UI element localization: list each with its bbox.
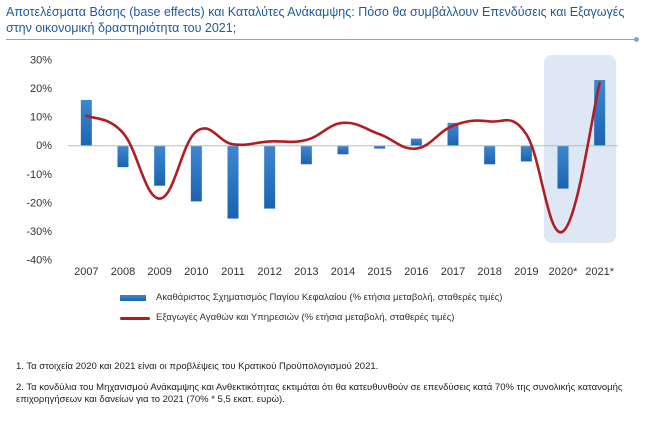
investment-bar: [300, 145, 312, 165]
investment-bar: [117, 145, 129, 168]
y-tick-label: -30%: [26, 226, 52, 238]
footnote-2: 2. Τα κονδύλια του Μηχανισμού Ανάκαμψης …: [16, 382, 623, 405]
exports-line: [85, 81, 601, 234]
y-tick-label: -20%: [26, 197, 52, 209]
x-tick-label: 2012: [257, 266, 281, 278]
x-tick-label: 2020*: [549, 266, 578, 278]
x-tick-label: 2011: [221, 266, 245, 278]
footnote-1: 1. Τα στοιχεία 2020 και 2021 είναι οι πρ…: [16, 361, 379, 372]
legend-label-exports: Εξαγωγές Αγαθών και Υπηρεσιών (% ετήσια …: [156, 312, 455, 323]
chart-title: Αποτελέσματα Βάσης (base effects) και Κα…: [6, 5, 625, 35]
y-tick-label: -10%: [26, 169, 52, 181]
chart-area: -40% -30% -20% -10% 0% 10% 20% 30% 2007 2008 2009…: [26, 55, 618, 278]
x-tick-label: 2013: [294, 266, 318, 278]
investment-bar: [410, 138, 422, 146]
investment-bar: [190, 145, 202, 202]
x-tick-label: 2016: [404, 266, 428, 278]
x-tick-label: 2019: [514, 266, 538, 278]
y-tick-label: 10%: [30, 112, 52, 124]
investment-bar: [374, 145, 386, 149]
title-divider-dot: [634, 37, 639, 42]
x-tick-label: 2009: [147, 266, 171, 278]
investment-bar: [264, 145, 276, 209]
x-tick-label: 2007: [74, 266, 98, 278]
investment-bar: [557, 145, 569, 189]
legend-line-swatch: [120, 317, 150, 320]
footnotes: 1. Τα στοιχεία 2020 και 2021 είναι οι πρ…: [16, 361, 636, 415]
x-tick-label: 2018: [477, 266, 501, 278]
x-tick-label: 2017: [441, 266, 465, 278]
x-tick-label: 2014: [331, 266, 355, 278]
y-tick-label: 20%: [30, 83, 52, 95]
forecast-highlight-box: [543, 55, 617, 243]
investment-bar: [520, 145, 532, 162]
x-tick-label: 2015: [367, 266, 391, 278]
y-tick-label: -40%: [26, 255, 52, 267]
investment-bar: [154, 145, 166, 186]
investment-bar: [594, 80, 606, 146]
x-tick-label: 2010: [184, 266, 208, 278]
y-tick-label: 30%: [30, 55, 52, 67]
legend-bar-swatch: [120, 295, 146, 301]
investment-bar: [80, 100, 92, 146]
investment-bar: [337, 145, 349, 155]
legend-label-investment: Ακαθάριστος Σχηματισμός Παγίου Κεφαλαίου…: [156, 292, 503, 303]
investment-bar: [227, 145, 239, 219]
y-tick-label: 0%: [36, 140, 52, 152]
title-divider: [6, 39, 636, 40]
investment-bar: [447, 122, 459, 146]
x-tick-label: 2008: [111, 266, 135, 278]
investment-bar: [484, 145, 496, 165]
x-tick-label: 2021*: [585, 266, 614, 278]
